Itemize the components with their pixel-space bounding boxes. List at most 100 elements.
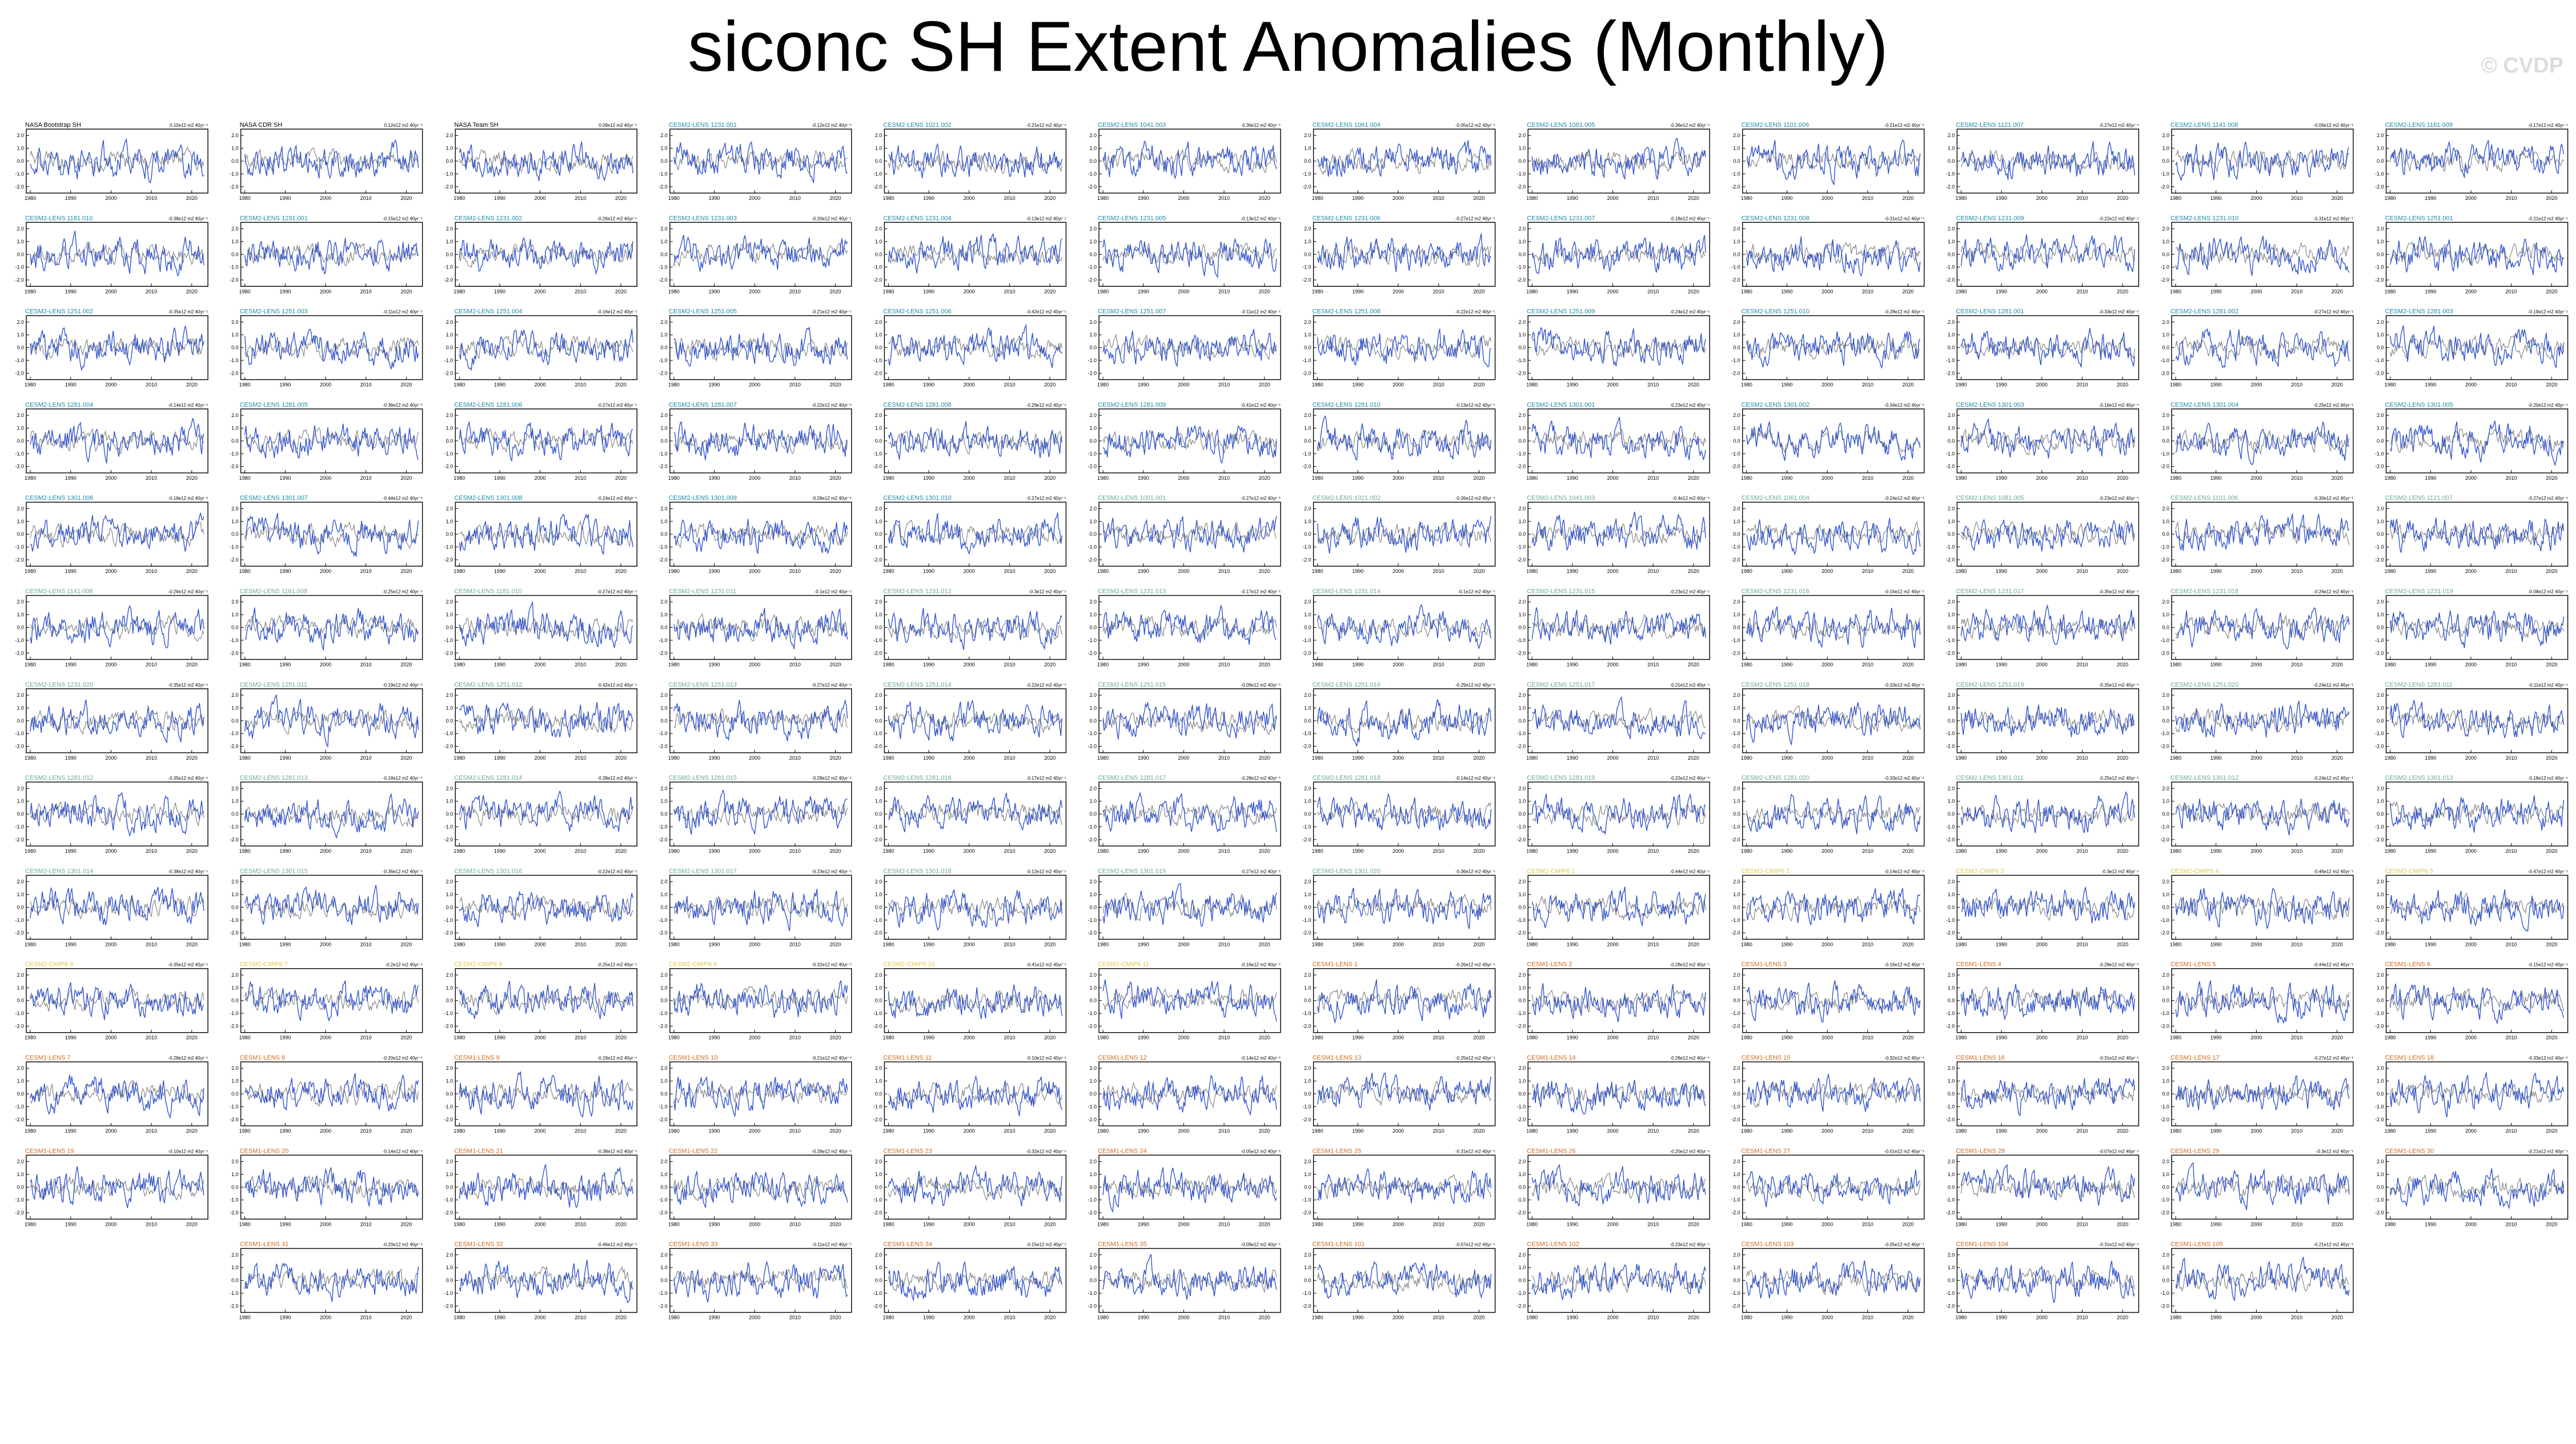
x-tick-label: 1980 [1741,195,1752,201]
y-tick-label: 0.0 [1089,531,1097,537]
y-tick-label: 1.0 [231,985,239,990]
observations-line [1960,1268,2135,1292]
panel: CESM2-CMIP6 7 -0.2e12 m2 40yr⁻¹2.01.00.0-… [230,961,423,1041]
x-tick-label: 2010 [1433,288,1445,294]
y-tick-label: 1.0 [2377,705,2384,711]
x-tick-label: 2010 [2291,288,2302,294]
panel-trend: -0.35e12 m2 40yr⁻¹ [2099,683,2139,688]
y-tick-label: -1.0 [1088,731,1097,736]
series-line [2390,518,2565,553]
y-tick-label: -2.0 [659,1024,668,1029]
x-tick-label: 2020 [1259,475,1270,481]
x-tick-label: 2020 [1688,475,1699,481]
series-line [888,421,1062,460]
panel-label: CESM2-LENS 1301.013 [2385,775,2453,781]
y-tick-label: -1.0 [659,358,668,363]
x-tick-label: 1980 [1312,1035,1323,1041]
panel-frame [1742,222,1925,287]
observations-line [2390,892,2565,919]
x-tick-label: 2000 [2250,1315,2262,1321]
x-tick-label: 2020 [615,475,627,481]
panel-label: CESM1-LENS 103 [1742,1241,1794,1248]
panel-trend: -0.32e12 m2 40yr⁻¹ [1884,1056,1924,1061]
panel-trend: -0.11e12 m2 40yr⁻¹ [2529,683,2568,688]
x-tick-label: 2010 [2076,1221,2088,1227]
series-line [1102,1254,1277,1300]
y-tick-label: 2.0 [17,1065,24,1071]
panel-frame [2385,595,2569,660]
x-tick-label: 1980 [1741,1315,1752,1321]
panel-label: CESM2-LENS 1281.011 [2385,681,2453,688]
x-tick-label: 2000 [1393,382,1404,388]
panel: CESM2-LENS 1251.011 -0.19e12 m2 40yr⁻¹2.0… [230,681,423,761]
y-tick-label: 2.0 [17,319,24,325]
x-tick-label: 2020 [830,941,841,947]
y-tick-label: 1.0 [1089,612,1097,617]
y-tick-label: 2.0 [446,319,454,325]
y-tick-label: -2.0 [659,837,668,843]
y-tick-label: -1.0 [1946,1104,1955,1109]
x-tick-label: 1980 [25,941,36,947]
y-tick-label: 1.0 [446,705,454,711]
y-tick-label: -1.0 [659,731,668,736]
y-tick-label: -2.0 [1946,277,1955,283]
x-tick-label: 2020 [830,662,841,668]
y-tick-label: -1.0 [2375,358,2384,363]
y-tick-label: 1.0 [446,519,454,524]
x-tick-label: 2000 [320,755,331,761]
y-tick-label: 1.0 [17,705,24,711]
panel-trend: -0.35e12 m2 40yr⁻¹ [168,776,208,781]
y-tick-label: -2.0 [1731,1117,1740,1122]
y-tick-label: 0.0 [231,1184,239,1190]
series-line [888,142,1062,179]
x-tick-label: 2000 [2250,848,2262,854]
y-tick-label: 1.0 [875,705,882,711]
x-tick-label: 1980 [1526,568,1538,574]
y-tick-label: -1.0 [1517,1197,1526,1203]
panel: CESM2-LENS 1281.006 -0.27e12 m2 40yr⁻¹2.0… [444,402,637,481]
y-tick-label: 0.0 [1304,438,1311,444]
y-tick-label: 2.0 [231,226,239,232]
x-tick-label: 1980 [2170,662,2181,668]
y-tick-label: 1.0 [1519,1265,1526,1270]
y-tick-label: 1.0 [1733,1078,1740,1084]
panel-label: CESM1-LENS 12 [1098,1054,1147,1061]
x-tick-label: 1980 [454,382,465,388]
series-line [888,699,1062,741]
y-tick-label: -1.0 [1946,917,1955,923]
x-tick-label: 1980 [239,755,251,761]
y-tick-label: 2.0 [446,506,454,511]
y-tick-label: 1.0 [875,332,882,338]
y-tick-label: 2.0 [1304,226,1311,232]
x-tick-label: 2000 [2250,288,2262,294]
x-tick-label: 2010 [360,1221,372,1227]
panel-label: CESM2-LENS 1251.020 [2170,681,2238,688]
x-tick-label: 2020 [2332,568,2343,574]
x-tick-label: 2000 [1607,1315,1619,1321]
series-line [244,607,419,651]
x-tick-label: 1990 [2425,662,2436,668]
y-tick-label: 2.0 [17,1159,24,1165]
observations-line [1960,617,2135,640]
panel-label: CESM2-LENS 1281.012 [25,775,93,781]
y-tick-label: 2.0 [660,879,668,885]
panel: CESM2-LENS 1021.002 -0.26e12 m2 40yr⁻¹2.0… [1302,495,1496,574]
panel: CESM2-LENS 1251.020 -0.24e12 m2 40yr⁻¹2.0… [2160,681,2354,761]
x-tick-label: 1990 [1138,288,1149,294]
panel-label: CESM1-LENS 6 [2385,961,2430,968]
y-tick-label: -1.0 [1517,1010,1526,1016]
x-tick-label: 1980 [1312,1221,1323,1227]
x-tick-label: 2000 [964,1128,975,1134]
y-tick-label: 2.0 [1304,972,1311,978]
observations-line [1960,520,2135,546]
y-tick-label: -1.0 [1088,264,1097,270]
y-tick-label: -1.0 [444,1197,454,1203]
y-tick-label: 1.0 [1948,332,1955,338]
observations-line [30,801,204,827]
y-tick-label: 2.0 [1089,692,1097,698]
y-tick-label: 0.0 [1089,1184,1097,1190]
y-tick-label: 0.0 [1948,438,1955,444]
y-tick-label: 0.0 [660,531,668,537]
y-tick-label: 2.0 [1089,879,1097,885]
